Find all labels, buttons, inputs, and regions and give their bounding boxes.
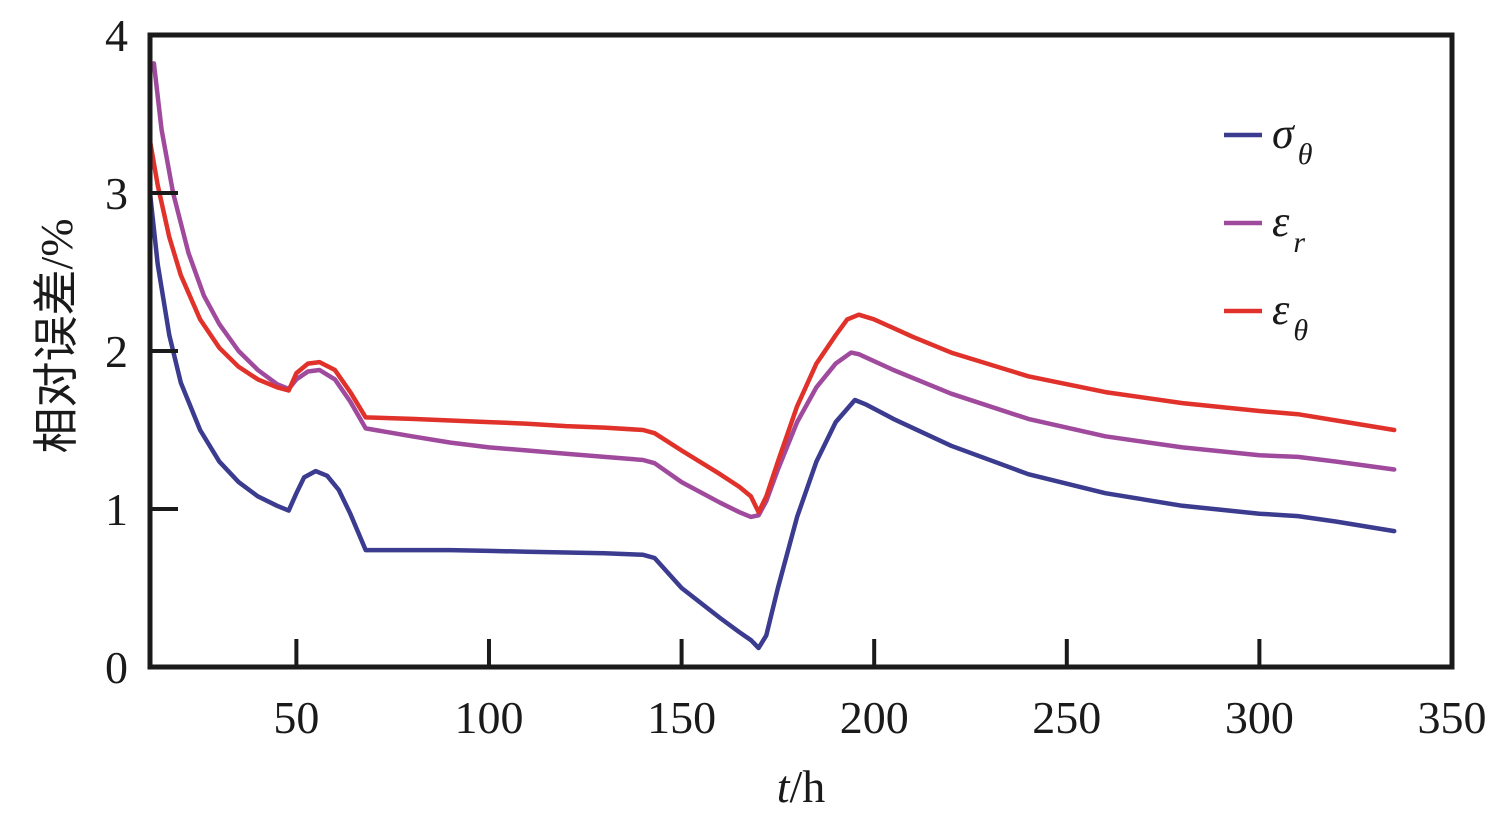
x-axis-title-unit: /h xyxy=(790,761,826,812)
x-tick-label: 250 xyxy=(1032,692,1101,743)
legend-subscript: θ xyxy=(1298,138,1313,171)
x-tick-label: 100 xyxy=(454,692,523,743)
y-tick-label: 4 xyxy=(105,10,128,61)
x-axis-title: t/h xyxy=(777,761,826,812)
x-axis-title-variable: t xyxy=(777,761,791,812)
legend-subscript: r xyxy=(1293,226,1305,259)
x-tick-label: 350 xyxy=(1418,692,1487,743)
y-tick-label: 0 xyxy=(105,642,128,693)
y-tick-label: 2 xyxy=(105,326,128,377)
y-axis-ticks: 0 1 2 3 4 xyxy=(105,10,178,693)
x-axis-ticks: 50 100 150 200 250 300 350 xyxy=(273,639,1487,743)
y-tick-label: 3 xyxy=(105,168,128,219)
x-tick-label: 50 xyxy=(273,692,319,743)
y-axis-title: 相对误差/% xyxy=(31,218,82,453)
series-line-2 xyxy=(147,138,1397,515)
series-lines xyxy=(147,61,1397,651)
plot-frame xyxy=(147,32,1455,670)
plot-area: 50 100 150 200 250 300 350 0 1 2 3 4 xyxy=(105,10,1487,743)
series-line-1 xyxy=(151,61,1397,520)
legend-subscript: θ xyxy=(1293,314,1308,347)
x-tick-label: 300 xyxy=(1225,692,1294,743)
legend-symbol: σ xyxy=(1272,109,1296,158)
legend-symbol: ε xyxy=(1272,285,1290,334)
legend-symbol: ε xyxy=(1272,197,1290,246)
series-line-0 xyxy=(147,190,1397,651)
x-tick-label: 200 xyxy=(840,692,909,743)
y-tick-label: 1 xyxy=(105,484,128,535)
x-tick-label: 150 xyxy=(647,692,716,743)
legend: σ θε rε θ xyxy=(1224,109,1313,347)
